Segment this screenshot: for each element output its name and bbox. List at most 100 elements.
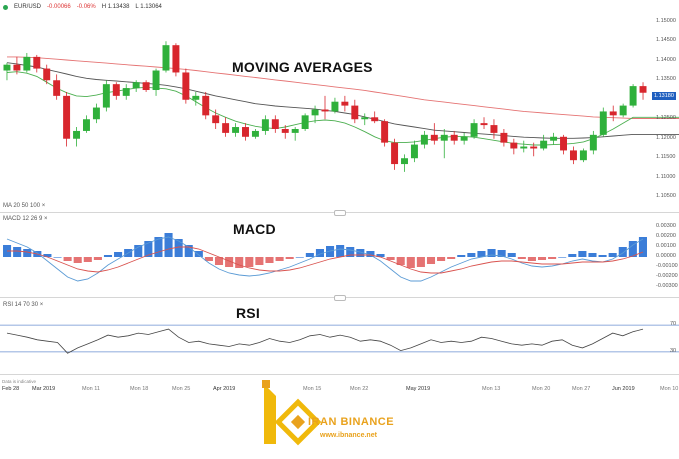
macd-tick-label: 0.00200	[656, 233, 676, 239]
macd-histogram-bar	[295, 257, 304, 258]
macd-histogram-bar	[63, 257, 72, 261]
macd-tick-label: -0.00300	[656, 283, 678, 289]
candle-body	[609, 111, 617, 116]
candle-body	[92, 107, 100, 120]
candle-body	[470, 123, 478, 137]
macd-tick-label: -0.00200	[656, 273, 678, 279]
time-tick-label: Apr 2019	[213, 386, 236, 392]
time-tick-label: May 2019	[406, 386, 431, 392]
macd-histogram-bar	[285, 257, 294, 259]
macd-histogram-bar	[568, 254, 577, 257]
macd-histogram-bar	[487, 249, 496, 257]
macd-histogram-bar	[457, 255, 466, 257]
time-tick-label: Mar 2019	[32, 386, 56, 392]
rsi-indicator-label[interactable]: RSI 14 70 30 ×	[3, 302, 44, 308]
candle-body	[401, 158, 408, 165]
resize-handle-macd[interactable]	[334, 295, 346, 301]
panel-divider-rsi	[0, 374, 679, 375]
time-tick-label: Mon 22	[350, 386, 369, 392]
candle-body	[510, 142, 518, 149]
macd-indicator-label[interactable]: MACD 12 26 9 ×	[3, 216, 48, 222]
macd-tick-label: 0.00000	[656, 253, 676, 259]
candle-body	[550, 136, 558, 141]
candle-body	[331, 101, 339, 112]
symbol-label[interactable]: EUR/USD	[14, 4, 42, 10]
candle-body	[341, 101, 349, 106]
macd-histogram-bar	[416, 257, 425, 267]
macd-histogram-bar	[174, 239, 183, 257]
macd-histogram-bar	[537, 257, 547, 260]
macd-histogram-bar	[497, 250, 506, 257]
candle-body	[102, 84, 110, 108]
candle-body	[619, 105, 627, 116]
macd-histogram-bar	[53, 257, 62, 258]
candle-body	[321, 109, 329, 112]
candle-body	[53, 80, 61, 96]
macd-histogram-bar	[517, 257, 526, 259]
macd-histogram-bar	[275, 257, 284, 261]
time-tick-label: Jun 2019	[612, 386, 635, 392]
candle-body	[351, 105, 359, 120]
time-tick-label: Mon 13	[482, 386, 501, 392]
time-tick-label: Mon 10	[660, 386, 679, 392]
macd-histogram-bar	[245, 257, 254, 267]
ma-indicator-label[interactable]: MA 20 50 100 ×	[3, 203, 46, 209]
macd-histogram-bar	[578, 251, 587, 257]
candle-body	[381, 121, 389, 143]
candle-body	[599, 111, 607, 135]
macd-histogram-bar	[73, 257, 82, 263]
resize-handle-price[interactable]	[334, 210, 346, 216]
candle-body	[3, 64, 11, 71]
macd-histogram-bar	[588, 253, 597, 257]
macd-tick-label: 0.00300	[656, 223, 676, 229]
macd-histogram-bar	[114, 252, 123, 257]
brand-name: IRAN BINANCE	[308, 416, 395, 428]
data-indicative-note: Data is indicative	[2, 379, 37, 384]
rsi-tick-label: 70	[670, 321, 677, 328]
price-tick-label: 1.14000	[656, 56, 676, 63]
macd-histogram-bar	[154, 237, 163, 257]
macd-histogram-bar	[437, 257, 446, 261]
macd-histogram-bar	[265, 257, 274, 263]
candle-body	[242, 127, 249, 137]
macd-histogram-bar	[214, 257, 224, 265]
macd-histogram-bar	[527, 257, 536, 261]
macd-histogram-bar	[396, 257, 405, 265]
binance-logo-icon	[262, 380, 322, 446]
candle-body	[142, 82, 150, 91]
candle-body	[420, 134, 428, 145]
candle-body	[261, 119, 269, 131]
status-dot-icon	[3, 4, 8, 10]
chart-canvas[interactable]	[0, 0, 679, 400]
candle-body	[361, 117, 369, 120]
price-tick-label: 1.14500	[656, 37, 676, 44]
macd-histogram-bar	[23, 249, 32, 257]
chart-header: EUR/USD -0.00066 -0.06% H 1.13438 L 1.13…	[3, 1, 162, 13]
macd-histogram-bar	[144, 241, 153, 257]
macd-histogram-bar	[386, 257, 395, 260]
macd-histogram-bar	[346, 247, 355, 257]
candle-body	[410, 144, 418, 159]
candle-body	[291, 128, 299, 133]
candle-body	[172, 45, 180, 73]
candle-body	[540, 140, 548, 149]
candle-body	[82, 119, 90, 131]
macd-histogram-bar	[103, 255, 113, 257]
rsi-title: RSI	[236, 305, 260, 321]
candle-body	[430, 134, 438, 141]
candle-body	[440, 134, 448, 141]
macd-signal-line	[7, 246, 644, 274]
candle-body	[460, 136, 468, 141]
macd-histogram-bar	[315, 249, 324, 257]
macd-histogram-bar	[204, 257, 213, 261]
candle-body	[251, 130, 259, 137]
candle-body	[311, 109, 319, 116]
candle-body	[73, 130, 81, 139]
candle-body	[182, 72, 190, 100]
macd-histogram-bar	[235, 257, 244, 268]
macd-histogram-bar	[628, 241, 637, 257]
price-tick-label: 1.11500	[656, 154, 676, 161]
candle-body	[152, 70, 160, 91]
candle-body	[480, 123, 488, 126]
macd-histogram-bar	[134, 245, 143, 257]
